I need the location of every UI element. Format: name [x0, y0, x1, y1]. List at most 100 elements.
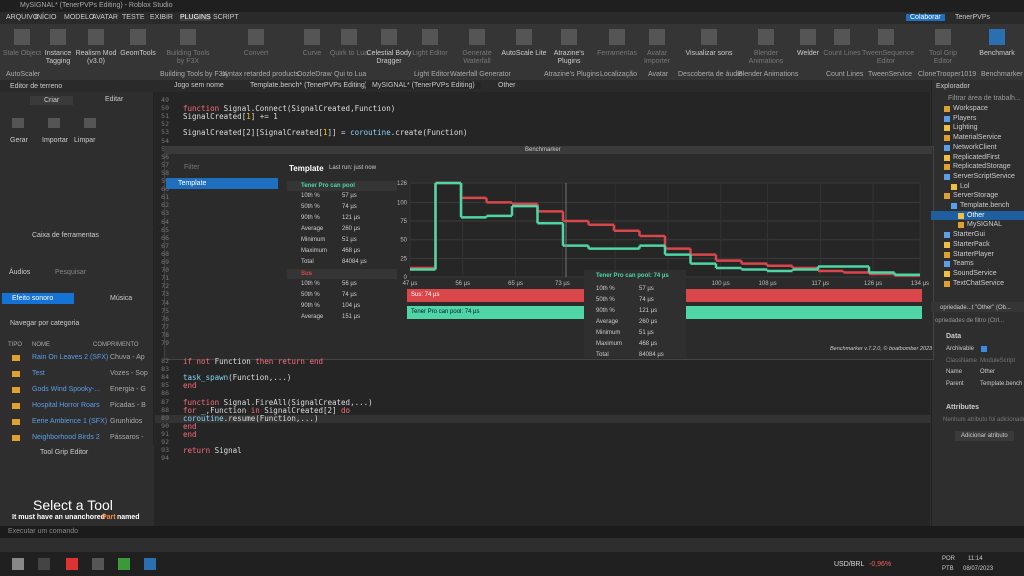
menu-item[interactable]: INÍCIO: [35, 14, 57, 21]
explorer-item[interactable]: ReplicatedFirst: [953, 153, 1000, 161]
explorer-icon: [958, 222, 964, 229]
explorer-item[interactable]: Template.bench: [960, 202, 1010, 209]
terrain-tool[interactable]: Importar: [42, 137, 69, 144]
tool-icon: [12, 118, 24, 128]
user-name[interactable]: TenerPVPs: [955, 14, 991, 21]
menu-item[interactable]: PLUGINS: [180, 14, 211, 21]
stat-value: 51 µs: [342, 237, 357, 243]
tool-button[interactable]: Stale Object: [2, 50, 42, 57]
terrain-tab[interactable]: Criar: [30, 96, 74, 105]
category-dropdown[interactable]: Navegar por categoria: [10, 320, 80, 327]
tool-button[interactable]: Curve: [302, 50, 322, 57]
search-box[interactable]: Pesquisar: [55, 269, 87, 276]
audio-name[interactable]: Gods Wind Spooky-...: [32, 386, 101, 393]
tooltip-value: 57 µs: [639, 286, 654, 292]
y-tick-label: 0: [404, 275, 408, 281]
audio-name[interactable]: Eerie Ambience 1 (SFX): [32, 418, 108, 425]
command-input[interactable]: Executar um comando: [8, 528, 79, 535]
properties-filter[interactable]: opriedades de filtro (Ctrl...: [935, 318, 1005, 324]
menu-item[interactable]: TESTE: [122, 14, 145, 21]
tool-button[interactable]: Welder: [796, 50, 820, 57]
document-tab[interactable]: Template.bench* (TenerPVPs Editing): [250, 82, 368, 89]
explorer-icon: [944, 251, 950, 258]
sus-bar-label: Sus: 74 µs: [411, 292, 440, 298]
explorer-item[interactable]: MySIGNAL: [967, 221, 1003, 229]
terrain-panel: [0, 92, 154, 228]
explorer-item[interactable]: NetworkClient: [953, 143, 997, 151]
explorer-item[interactable]: Other: [967, 211, 985, 219]
tool-button[interactable]: Benchmark: [979, 50, 1015, 57]
tool-button[interactable]: AutoScale Lite: [501, 50, 547, 57]
tool-button[interactable]: Count Lines: [823, 50, 861, 57]
audio-name[interactable]: Rain On Leaves 2 (SFX): [32, 354, 109, 361]
line-number: 77: [161, 322, 169, 331]
explorer-item[interactable]: ServerStorage: [953, 192, 999, 200]
audio-name[interactable]: Test: [32, 370, 45, 377]
document-tab[interactable]: Jogo sem nome: [174, 82, 224, 89]
explorer-item[interactable]: TextChatService: [953, 279, 1004, 287]
explorer-icon: [944, 106, 950, 112]
bench-item[interactable]: Template: [178, 180, 207, 187]
tool-button[interactable]: Celestial Body Dragger: [366, 50, 412, 65]
add-attribute-button[interactable]: Adicionar atributo: [955, 431, 1014, 441]
audio-name[interactable]: Neighborhood Birds 2: [32, 434, 100, 441]
menu-item[interactable]: AVATAR: [92, 14, 118, 21]
tool-icon: [48, 118, 60, 128]
line-number: 76: [161, 314, 169, 323]
music-tab[interactable]: Música: [110, 295, 133, 302]
explorer-item[interactable]: Teams: [953, 260, 974, 268]
document-tab[interactable]: MySIGNAL* (TenerPVPs Editing): [366, 82, 481, 89]
explorer-item[interactable]: SoundService: [953, 269, 997, 277]
tooltip-value: 260 µs: [639, 319, 658, 325]
audio-name[interactable]: Hospital Horror Roars: [32, 402, 100, 409]
menu-item[interactable]: SCRIPT: [213, 14, 239, 21]
explorer-item[interactable]: StarterPack: [953, 240, 990, 248]
terrain-tool[interactable]: Limpar: [74, 137, 96, 144]
explorer-item[interactable]: Players: [953, 114, 977, 122]
tooltip-title: Tener Pro can pool: 74 µs: [596, 273, 669, 279]
tool-button[interactable]: Tool Grip Editor: [928, 50, 957, 65]
tool-button[interactable]: Convert: [243, 50, 269, 57]
explorer-item[interactable]: StarterGui: [953, 231, 985, 239]
tool-button[interactable]: Building Tools by F3X: [166, 50, 210, 65]
collab-button[interactable]: Colaborar: [906, 14, 945, 21]
tool-button[interactable]: TweenSequence Editor: [862, 50, 915, 65]
sound-tab[interactable]: Efeito sonoro: [2, 293, 74, 304]
tool-button[interactable]: Generate Waterfall: [462, 50, 492, 65]
menu-item[interactable]: EXIBIR: [150, 14, 173, 21]
menu-item[interactable]: MODELO: [64, 14, 95, 21]
terrain-tool[interactable]: Gerar: [10, 137, 28, 144]
title-bar: [0, 0, 1024, 12]
tool-button[interactable]: Realism Mod (v3.0): [75, 50, 117, 65]
code-line: return Signal: [183, 446, 242, 456]
menu-item[interactable]: ARQUIVO: [6, 14, 39, 21]
toolbox-panel: [0, 229, 154, 445]
bench-filter[interactable]: Filter: [184, 164, 200, 171]
explorer-item[interactable]: ServerScriptService: [953, 172, 1015, 180]
menu-bar: [0, 12, 1024, 24]
explorer-item[interactable]: MaterialService: [953, 134, 1002, 142]
tooltip-value: 51 µs: [639, 330, 654, 336]
audio-dropdown[interactable]: Áudios: [9, 269, 31, 276]
document-tab[interactable]: Other: [498, 82, 516, 89]
explorer-filter[interactable]: Filtrar área de trabalh...: [948, 95, 1021, 102]
explorer-item[interactable]: ReplicatedStorage: [953, 163, 1011, 171]
tool-button[interactable]: Ferramentas: [597, 50, 637, 57]
explorer-item[interactable]: Workspace: [953, 105, 988, 112]
explorer-item[interactable]: Lol: [960, 182, 970, 190]
tool-button[interactable]: Light Editor: [412, 50, 448, 57]
current-line: [155, 415, 930, 423]
audio-length: Energia - G: [110, 386, 146, 393]
tool-button[interactable]: Visualizar sons: [685, 50, 733, 57]
tool-button[interactable]: Blender Animations: [748, 50, 784, 65]
tool-button[interactable]: Avatar Importer: [643, 50, 671, 65]
tool-button[interactable]: Instance Tagging: [44, 50, 72, 65]
attributes-empty: Nenhum atributo foi adicionado: [943, 417, 1024, 423]
tool-button[interactable]: GeomTools: [120, 50, 156, 57]
explorer-item[interactable]: StarterPlayer: [953, 250, 994, 258]
terrain-tab[interactable]: Editar: [105, 96, 124, 103]
tool-button[interactable]: Quirk to Lua: [329, 50, 369, 57]
tool-button[interactable]: Atrazine's Plugins: [553, 50, 585, 65]
explorer-item[interactable]: Lighting: [953, 124, 978, 132]
